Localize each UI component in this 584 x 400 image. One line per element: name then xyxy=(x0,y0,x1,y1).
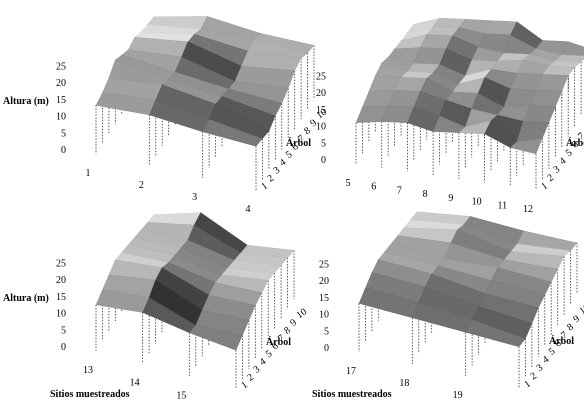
z-tick-label: 5 xyxy=(547,346,557,358)
x-axis-label: Sitios muestreados xyxy=(50,389,130,400)
z-tick-label: 6 xyxy=(290,141,300,153)
y-tick-label: 5 xyxy=(61,128,66,139)
x-tick-label: 9 xyxy=(448,193,453,204)
y-tick-label: 20 xyxy=(56,275,66,286)
z-tick-label: 10 xyxy=(578,302,584,317)
x-axis-label: Sitios muestreados xyxy=(312,389,392,400)
z-tick-label: 1 xyxy=(522,379,532,391)
y-tick-label: 5 xyxy=(321,138,326,149)
surface-panel-4: 05101520251718192012345678910ÁrbolSitios… xyxy=(312,211,584,400)
y-tick-label: 15 xyxy=(316,105,326,116)
x-tick-label: 19 xyxy=(453,390,463,400)
surface-cell xyxy=(202,118,263,147)
y-tick-label: 5 xyxy=(324,326,329,337)
z-tick-label: 1 xyxy=(239,380,249,392)
y-tick-label: 20 xyxy=(316,88,326,99)
z-tick-label: 7 xyxy=(296,133,306,145)
y-tick-label: 20 xyxy=(319,276,329,287)
z-tick-label: 5 xyxy=(284,149,294,161)
x-tick-label: 6 xyxy=(371,182,376,193)
z-tick-label: 2 xyxy=(546,172,556,184)
x-tick-label: 12 xyxy=(523,204,533,215)
z-tick-label: 4 xyxy=(541,354,551,366)
surface-cell xyxy=(509,137,543,155)
y-tick-label: 0 xyxy=(321,155,326,166)
y-tick-label: 0 xyxy=(61,342,66,353)
z-tick-label: 8 xyxy=(282,325,292,337)
y-tick-label: 25 xyxy=(319,259,329,270)
z-tick-label: 5 xyxy=(264,348,274,360)
z-tick-label: 9 xyxy=(571,313,581,325)
z-tick-label: 6 xyxy=(570,139,580,151)
y-tick-label: 15 xyxy=(319,293,329,304)
y-tick-label: 10 xyxy=(56,112,66,123)
z-tick-label: 6 xyxy=(270,341,280,353)
y-tick-label: 10 xyxy=(56,309,66,320)
z-tick-label: 8 xyxy=(302,125,312,137)
x-tick-label: 17 xyxy=(346,366,356,377)
surface-cell xyxy=(465,319,526,348)
z-tick-label: 2 xyxy=(266,173,276,185)
z-tick-label: 1 xyxy=(539,181,549,193)
x-tick-label: 10 xyxy=(472,197,482,208)
z-tick-label: 6 xyxy=(553,338,563,350)
z-axis-label: Árbol xyxy=(266,336,291,348)
z-tick-label: 3 xyxy=(272,165,282,177)
y-tick-label: 25 xyxy=(56,258,66,269)
y-tick-label: 0 xyxy=(324,343,329,354)
y-tick-label: 15 xyxy=(56,292,66,303)
z-tick-label: 9 xyxy=(308,117,318,129)
y-tick-label: 10 xyxy=(319,310,329,321)
z-axis-label: Árbol xyxy=(286,137,311,149)
z-tick-label: 3 xyxy=(535,362,545,374)
x-tick-label: 1 xyxy=(86,168,91,179)
z-tick-label: 4 xyxy=(278,157,288,169)
z-tick-label: 4 xyxy=(558,156,568,168)
y-tick-label: 15 xyxy=(56,95,66,106)
z-tick-label: 5 xyxy=(564,147,574,159)
y-tick-label: 25 xyxy=(316,71,326,82)
z-tick-label: 3 xyxy=(252,364,262,376)
y-tick-label: 20 xyxy=(56,78,66,89)
y-axis-label: Altura (m) xyxy=(3,293,49,304)
x-tick-label: 15 xyxy=(176,390,186,400)
x-tick-label: 14 xyxy=(130,378,140,389)
x-tick-label: 7 xyxy=(397,185,402,196)
y-tick-label: 25 xyxy=(56,61,66,72)
x-tick-label: 18 xyxy=(399,378,409,389)
x-tick-label: 4 xyxy=(246,204,251,215)
y-axis-label: Altura (m) xyxy=(3,96,49,107)
z-tick-label: 7 xyxy=(276,333,286,345)
x-tick-label: 5 xyxy=(346,178,351,189)
y-tick-label: 0 xyxy=(61,145,66,156)
x-tick-label: 2 xyxy=(139,180,144,191)
z-tick-label: 10 xyxy=(295,307,310,322)
x-tick-label: 13 xyxy=(83,365,93,376)
z-tick-label: 8 xyxy=(565,322,575,334)
z-tick-label: 2 xyxy=(529,370,539,382)
x-tick-label: 3 xyxy=(192,192,197,203)
z-tick-label: 4 xyxy=(258,356,268,368)
x-tick-label: 8 xyxy=(423,189,428,200)
z-tick-label: 1 xyxy=(259,181,269,193)
z-tick-label: 3 xyxy=(552,164,562,176)
z-tick-label: 2 xyxy=(246,372,256,384)
y-tick-label: 10 xyxy=(316,122,326,133)
z-tick-label: 9 xyxy=(288,317,298,329)
z-tick-label: 7 xyxy=(576,131,584,143)
y-tick-label: 5 xyxy=(61,325,66,336)
x-tick-label: 11 xyxy=(497,200,507,211)
z-tick-label: 7 xyxy=(559,330,569,342)
surface-cell xyxy=(188,324,243,351)
z-axis-label: Árbol xyxy=(549,335,574,347)
z-axis-label: Árbol xyxy=(566,137,584,149)
surface-panel-2: 05101520255678910111212345678910Árbol xyxy=(316,17,584,215)
